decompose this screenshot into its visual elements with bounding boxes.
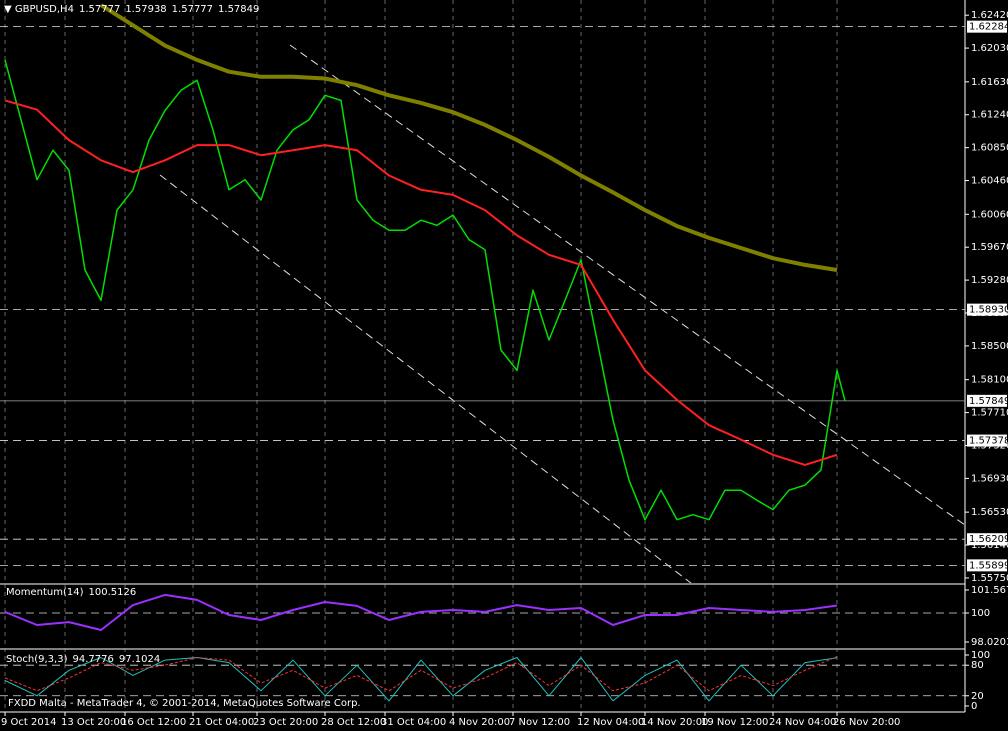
readout: 1.57938	[125, 4, 167, 15]
x-tick-label: 14 Nov 20:00	[641, 717, 708, 728]
channel-line	[159, 174, 692, 583]
level-label: 1.58930	[969, 305, 1008, 316]
price-label-box	[967, 394, 1007, 407]
x-tick-label: 24 Nov 04:00	[769, 717, 836, 728]
readout: 100.5126	[88, 587, 137, 598]
x-tick-label: 31 Oct 04:00	[381, 717, 446, 728]
series-line	[4, 593, 838, 631]
readout: 1.57777	[78, 4, 121, 15]
readout: 97.1024	[118, 654, 161, 665]
indicator-title: Stoch(9,3,3)	[6, 654, 68, 665]
series-line	[4, 656, 838, 692]
level-label-box	[967, 434, 1007, 447]
indicator-title: Momentum(14)	[6, 587, 84, 598]
level-label-box	[967, 303, 1007, 316]
y-tick-label: 1.61240	[971, 110, 1008, 121]
y-tick-label: 1.56140	[971, 540, 1008, 551]
x-tick-label: 21 Oct 04:00	[189, 717, 254, 728]
symbol-header: ▼ GBPUSD,H4 1.57777 1.57938 1.57777 1.57849	[4, 4, 260, 15]
y-tick-label: 1.59280	[971, 275, 1008, 286]
level-label: 1.62284	[969, 22, 1008, 33]
x-tick-label: 19 Nov 12:00	[701, 717, 768, 728]
y-tick-label: 1.58100	[971, 375, 1008, 386]
y-tick-label: 98.0203	[971, 637, 1008, 648]
y-tick-label: 1.55750	[971, 573, 1008, 584]
series-line	[99, 3, 838, 272]
level-label-box	[967, 20, 1007, 33]
y-tick-label: 1.62030	[971, 43, 1008, 54]
watermark: FXDD Malta - MetaTrader 4, © 2001-2014, …	[8, 698, 361, 709]
symbol: GBPUSD,H4	[14, 4, 74, 15]
y-tick-label: 1.57710	[971, 408, 1008, 419]
y-tick-label: 1.60460	[971, 176, 1008, 187]
x-tick-label: 26 Nov 20:00	[833, 717, 900, 728]
x-tick-label: 9 Oct 2014	[1, 717, 56, 728]
x-tick-label: 16 Oct 12:00	[121, 717, 186, 728]
x-tick-label: 13 Oct 20:00	[61, 717, 126, 728]
level-label: 1.55899	[969, 560, 1008, 571]
y-tick-label: 1.62420	[971, 10, 1008, 21]
y-tick-label: 80	[971, 660, 984, 671]
y-tick-label: 20	[971, 691, 984, 702]
channel	[159, 44, 965, 583]
indicator-header: Momentum(14) 100.5126	[6, 587, 141, 598]
current-price-label: 1.57849	[969, 396, 1008, 407]
x-tick-label: 23 Oct 20:00	[253, 717, 318, 728]
x-tick-label: 4 Nov 20:00	[449, 717, 510, 728]
y-tick-label: 0	[971, 701, 977, 712]
x-tick-label: 7 Nov 12:00	[509, 717, 570, 728]
series-line	[4, 657, 838, 702]
level-label: 1.57378	[969, 436, 1008, 447]
y-tick-label: 1.56530	[971, 507, 1008, 518]
series-line	[4, 59, 846, 521]
x-tick-label: 28 Oct 12:00	[321, 717, 386, 728]
y-tick-label: 100	[971, 650, 990, 661]
level-label-box	[967, 533, 1007, 546]
x-tick-label: 12 Nov 04:00	[577, 717, 644, 728]
y-tick-label: 101.5673	[971, 585, 1008, 596]
y-tick-label: 1.60850	[971, 143, 1008, 154]
y-tick-label: 1.58500	[971, 341, 1008, 352]
y-tick-label: 1.56930	[971, 473, 1008, 484]
readout: 94.7776	[72, 654, 114, 665]
y-tick-label: 100	[971, 608, 990, 619]
y-tick-label: 1.60060	[971, 209, 1008, 220]
series-line	[4, 99, 838, 466]
level-label: 1.56209	[969, 534, 1008, 545]
y-tick-label: 1.59670	[971, 242, 1008, 253]
readout: 1.57777	[171, 4, 214, 15]
level-label-box	[967, 559, 1007, 572]
indicator-header: Stoch(9,3,3) 94.7776 97.1024	[6, 654, 165, 665]
readout: 1.57849	[218, 4, 260, 15]
y-tick-label: 1.61630	[971, 77, 1008, 88]
